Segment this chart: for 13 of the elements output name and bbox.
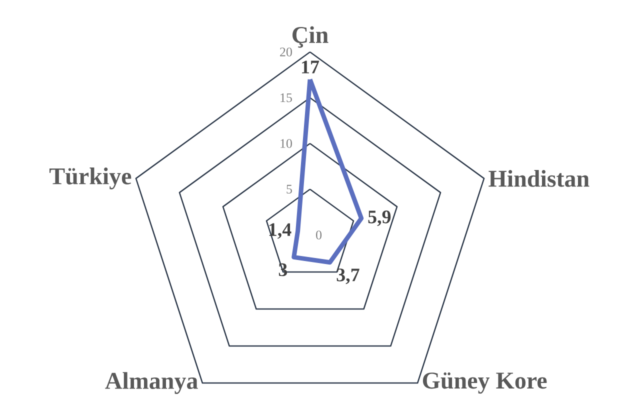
data-label: 5,9: [368, 210, 391, 226]
spoke-label: Türkiye: [49, 168, 132, 190]
y-tick-label: 0: [316, 230, 322, 240]
data-label: 3,7: [336, 268, 360, 284]
spoke-label: Güney Kore: [422, 372, 547, 394]
y-tick-label: 15: [280, 93, 292, 102]
y-tick-label: 20: [280, 48, 292, 56]
spoke-label: Hindistan: [488, 170, 590, 187]
spoke-label: Çin: [292, 26, 328, 48]
y-tick-label: 5: [286, 184, 292, 194]
spoke-label: Almanya: [105, 372, 198, 394]
y-tick-label: 10: [280, 139, 292, 148]
data-label: 17: [302, 60, 320, 74]
